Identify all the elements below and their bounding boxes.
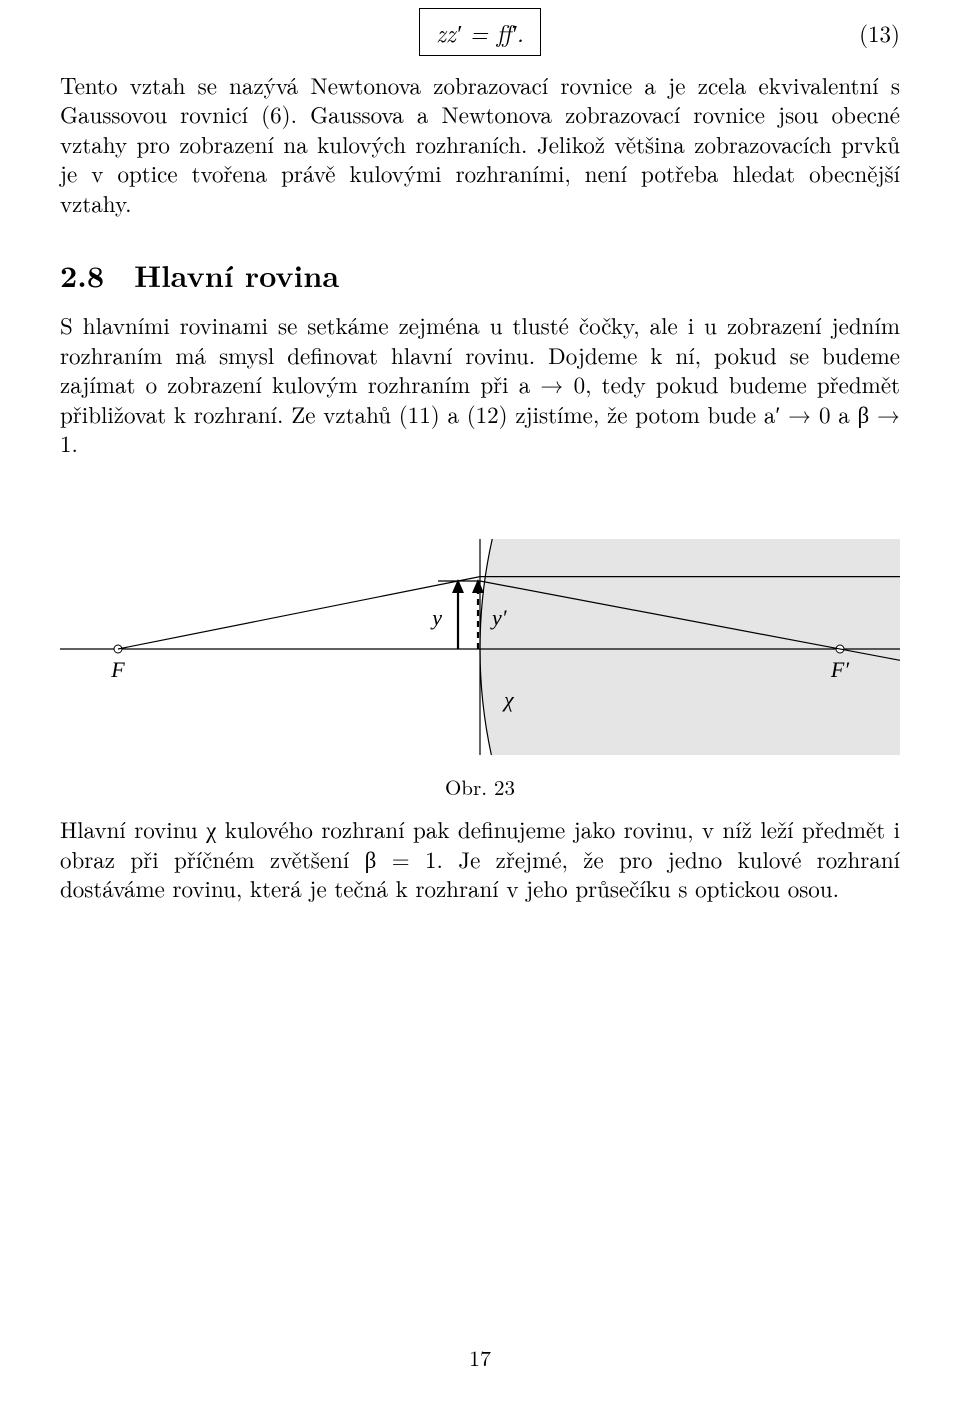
svg-text:y′: y′ <box>490 605 508 630</box>
equation-text: zz′ = ff′. <box>436 15 524 49</box>
paragraph-section: S hlavními rovinami se setkáme zejména u… <box>60 310 900 457</box>
figure-svg: F F′ y y′ χ <box>60 469 900 759</box>
page-number: 17 <box>0 1342 960 1373</box>
figure-23: F F′ y y′ χ <box>60 469 900 764</box>
para2-text: S hlavními rovinami se setkáme zejména u… <box>60 308 900 459</box>
svg-text:y: y <box>430 605 442 630</box>
svg-text:F: F <box>110 657 125 682</box>
paragraph-after-figure: Hlavní rovinu χ kulového rozhraní pak de… <box>60 814 900 902</box>
svg-text:F′: F′ <box>830 657 850 682</box>
equation-number: (13) <box>859 16 900 49</box>
para3-text: Hlavní rovinu χ kulového rozhraní pak de… <box>60 812 900 904</box>
section-heading: 2.8 Hlavní rovina <box>60 253 900 296</box>
para1-text: Tento vztah se nazývá Newtonova zobrazov… <box>60 68 900 219</box>
paragraph-intro: Tento vztah se nazývá Newtonova zobrazov… <box>60 70 900 217</box>
svg-text:χ: χ <box>502 687 515 712</box>
section-number: 2.8 <box>60 253 104 296</box>
equation-row: zz′ = ff′. (13) <box>60 8 900 56</box>
section-title: Hlavní rovina <box>134 253 339 296</box>
figure-caption: Obr. 23 <box>60 772 900 802</box>
boxed-equation: zz′ = ff′. <box>419 8 541 56</box>
